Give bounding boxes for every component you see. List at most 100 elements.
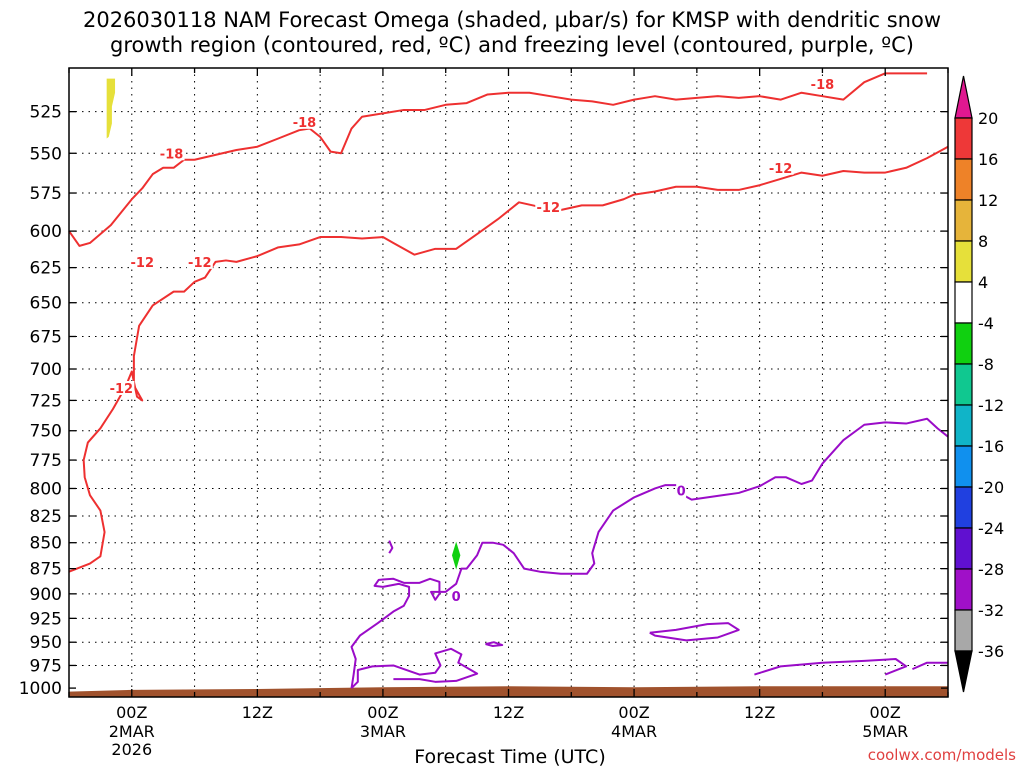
y-tick-label: 700: [30, 360, 62, 380]
contour-label-bg: [291, 114, 318, 129]
contour-label: -18: [293, 116, 317, 131]
x-tick-label: 00Z: [870, 703, 901, 722]
colorbar-segment: [954, 363, 973, 406]
x-tick-sublabel: 4MAR: [611, 722, 657, 741]
grid-lines: [69, 68, 948, 697]
contour-line: [754, 658, 908, 676]
x-axis-label: Forecast Time (UTC): [414, 746, 605, 768]
y-tick-label: 650: [30, 294, 62, 314]
colorbar-label: -16: [978, 437, 1004, 456]
colorbar-segment: [954, 117, 973, 160]
colorbar-segment: [954, 568, 973, 611]
colorbar-label: -28: [978, 560, 1004, 579]
contour-label: -12: [188, 256, 212, 271]
y-tick-label: 525: [30, 103, 62, 123]
x-tick-label: 12Z: [493, 703, 524, 722]
x-tick-label: 00Z: [116, 703, 147, 722]
x-tick-sublabel: 2MAR: [109, 722, 155, 741]
colorbar-label: -24: [978, 519, 1004, 538]
y-tick-label: 750: [30, 422, 62, 442]
chart-title-line-1: 2026030118 NAM Forecast Omega (shaded, µ…: [82, 8, 942, 32]
colorbar: 20 16 12 8 4 -4 -8 -12 -16 -20 -24 -28 -32 -36: [954, 75, 1004, 693]
y-tick-label: 600: [30, 222, 62, 242]
y-tick-label: 675: [30, 327, 62, 347]
colorbar-segment: [954, 281, 973, 324]
chart-title-line-2: growth region (contoured, red, ºC) and f…: [110, 33, 914, 57]
colorbar-segment: [954, 240, 973, 283]
y-tick-label: 625: [30, 259, 62, 279]
colorbar-label: -4: [978, 314, 994, 333]
colorbar-label: 16: [978, 150, 998, 169]
y-tick-label: 900: [30, 585, 62, 605]
contour-label: -18: [811, 78, 835, 93]
contour-label: -12: [110, 382, 134, 397]
contour-line: [68, 72, 886, 247]
contour-label: 0: [677, 485, 686, 500]
contour-line: [388, 540, 394, 554]
contour-lines: -18 -18 -18 -12 -12 -12 -12 -12 0 0: [68, 72, 949, 689]
omega-shaded-region: [106, 78, 116, 139]
contour-label-bg: [158, 146, 185, 161]
y-axis: 525 550 575 600 625 650 675 700 725 750 775 800 825 8…: [19, 103, 948, 699]
colorbar-label: -36: [978, 642, 1004, 661]
x-tick-sublabel: 5MAR: [862, 722, 908, 741]
contour-label: 0: [452, 590, 461, 605]
colorbar-overflow-high: [954, 75, 973, 119]
contour-line: [485, 641, 504, 647]
y-tick-label: 975: [30, 656, 62, 676]
colorbar-label: 20: [978, 109, 998, 128]
omega-shaded-region: [451, 541, 461, 570]
colorbar-label: 8: [978, 232, 988, 251]
colorbar-segment: [954, 609, 973, 652]
contour-label-bg: [809, 76, 836, 91]
y-tick-label: 925: [30, 609, 62, 629]
colorbar-label: 4: [978, 273, 988, 292]
y-tick-label: 825: [30, 507, 62, 527]
contour-label: -12: [769, 162, 793, 177]
contour-line: [350, 647, 479, 689]
colorbar-overflow-low: [954, 650, 973, 693]
colorbar-label: -8: [978, 355, 994, 374]
y-tick-label: 775: [30, 451, 62, 471]
x-tick-label: 12Z: [242, 703, 273, 722]
contour-line: [350, 417, 949, 689]
colorbar-label: -20: [978, 478, 1004, 497]
colorbar-label: 12: [978, 191, 998, 210]
y-tick-label: 950: [30, 633, 62, 653]
colorbar-segment: [954, 486, 973, 529]
contour-label-bg: [535, 199, 562, 214]
colorbar-segment: [954, 199, 973, 242]
colorbar-segment: [954, 322, 973, 365]
colorbar-label: -32: [978, 601, 1004, 620]
contour-label-bg: [676, 483, 687, 498]
x-tick-sublabel: 2026: [111, 740, 152, 759]
contour-label-bg: [767, 160, 794, 175]
y-tick-label: 575: [30, 184, 62, 204]
contour-label-bg: [108, 380, 135, 395]
colorbar-segment: [954, 158, 973, 201]
colorbar-segment: [954, 527, 973, 570]
credit-text: coolwx.com/models: [868, 746, 1016, 764]
contour-label: -12: [131, 256, 155, 271]
plot-frame: [68, 67, 949, 698]
x-tick-label: 12Z: [744, 703, 775, 722]
y-tick-label: 1000: [19, 679, 62, 699]
contour-label-bg: [186, 254, 213, 269]
contour-label-bg: [129, 254, 156, 269]
y-tick-label: 550: [30, 144, 62, 164]
contour-line: [912, 661, 948, 671]
y-tick-label: 875: [30, 560, 62, 580]
x-tick-label: 00Z: [367, 703, 398, 722]
contour-label-bg: [451, 588, 462, 603]
x-tick-label: 00Z: [618, 703, 649, 722]
contour-label: -12: [537, 201, 561, 216]
y-tick-label: 850: [30, 534, 62, 554]
contour-label: -18: [160, 147, 184, 162]
y-tick-label: 725: [30, 391, 62, 411]
contour-line: [68, 145, 949, 573]
omega-shading: [106, 78, 461, 570]
colorbar-segment: [954, 404, 973, 447]
colorbar-label: -12: [978, 396, 1004, 415]
